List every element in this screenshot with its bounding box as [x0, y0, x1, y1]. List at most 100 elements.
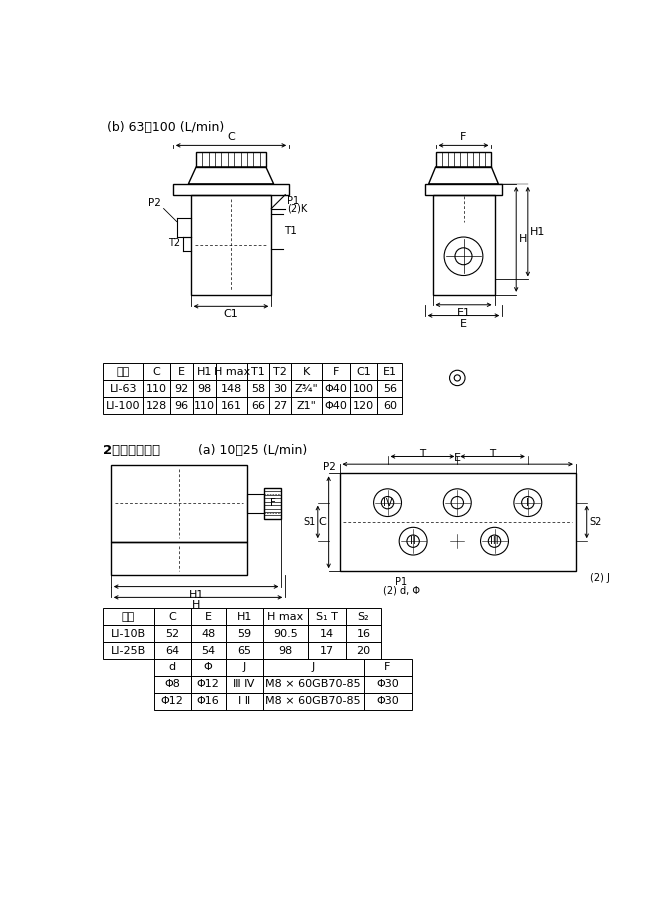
Text: E: E: [178, 367, 185, 377]
Text: IV: IV: [383, 498, 393, 508]
Text: F: F: [385, 662, 391, 672]
Text: Z1": Z1": [296, 400, 316, 410]
Text: Φ12: Φ12: [161, 696, 184, 706]
Text: 2、板式连接：: 2、板式连接：: [103, 444, 160, 457]
Text: Φ40: Φ40: [324, 384, 347, 394]
Text: 52: 52: [165, 629, 179, 639]
Text: 110: 110: [194, 400, 215, 410]
Text: J: J: [243, 662, 246, 672]
Text: H: H: [519, 235, 527, 244]
Text: 58: 58: [251, 384, 265, 394]
Text: d: d: [169, 662, 176, 672]
Text: P1: P1: [395, 577, 407, 587]
Text: S1: S1: [304, 517, 316, 527]
Text: 110: 110: [146, 384, 167, 394]
Text: 48: 48: [201, 629, 215, 639]
Text: H1: H1: [530, 227, 545, 237]
Text: 54: 54: [201, 645, 215, 655]
Text: (2)K: (2)K: [287, 203, 307, 213]
Text: S₂: S₂: [358, 612, 369, 622]
Text: H1: H1: [188, 590, 204, 600]
Text: 30: 30: [273, 384, 287, 394]
Text: 64: 64: [165, 645, 179, 655]
Text: C: C: [168, 612, 176, 622]
Text: 17: 17: [320, 645, 334, 655]
Text: 92: 92: [174, 384, 188, 394]
Text: H1: H1: [197, 367, 212, 377]
Text: 100: 100: [353, 384, 374, 394]
Text: E: E: [460, 318, 467, 329]
Text: Φ8: Φ8: [164, 680, 180, 690]
Text: Φ40: Φ40: [324, 400, 347, 410]
Text: K: K: [303, 367, 310, 377]
Text: LI-25B: LI-25B: [111, 645, 146, 655]
Text: 型号: 型号: [122, 612, 135, 622]
Text: 128: 128: [146, 400, 168, 410]
Text: Φ30: Φ30: [376, 696, 399, 706]
Text: F: F: [332, 367, 339, 377]
Text: C: C: [318, 517, 326, 527]
Text: 16: 16: [356, 629, 371, 639]
Text: 66: 66: [251, 400, 265, 410]
Text: 型号: 型号: [117, 367, 130, 377]
Text: J: J: [312, 662, 315, 672]
Text: T: T: [419, 449, 425, 459]
Text: I: I: [527, 498, 529, 508]
Text: P1: P1: [287, 197, 299, 207]
Text: 96: 96: [174, 400, 188, 410]
Text: 65: 65: [237, 645, 251, 655]
Text: C: C: [153, 367, 161, 377]
Text: (2) J: (2) J: [590, 572, 610, 582]
Text: 20: 20: [356, 645, 371, 655]
Text: LI-63: LI-63: [109, 384, 137, 394]
Text: Φ30: Φ30: [376, 680, 399, 690]
Text: Φ: Φ: [204, 662, 212, 672]
Text: Ⅲ Ⅳ: Ⅲ Ⅳ: [233, 680, 255, 690]
Text: (b) 63、100 (L/min): (b) 63、100 (L/min): [107, 121, 224, 134]
Text: T2: T2: [168, 238, 180, 248]
Text: M8 × 60GB70-85: M8 × 60GB70-85: [265, 680, 361, 690]
Text: 98: 98: [278, 645, 292, 655]
Text: S₁ T: S₁ T: [316, 612, 338, 622]
Text: C1: C1: [356, 367, 371, 377]
Text: M8 × 60GB70-85: M8 × 60GB70-85: [265, 696, 361, 706]
Text: Φ12: Φ12: [197, 680, 220, 690]
Text: E1: E1: [383, 367, 397, 377]
Text: H max: H max: [267, 612, 304, 622]
Text: E1: E1: [456, 308, 470, 318]
Text: E: E: [454, 452, 461, 462]
Text: E: E: [204, 612, 212, 622]
Text: F: F: [269, 499, 275, 509]
Text: P2: P2: [323, 462, 336, 472]
Text: T: T: [490, 449, 496, 459]
Text: LI-100: LI-100: [106, 400, 141, 410]
Text: 161: 161: [221, 400, 243, 410]
Text: 14: 14: [320, 629, 334, 639]
Text: LI-10B: LI-10B: [111, 629, 146, 639]
Text: C1: C1: [224, 309, 239, 319]
Text: 90.5: 90.5: [273, 629, 297, 639]
Text: 120: 120: [353, 400, 374, 410]
Text: T2: T2: [273, 367, 287, 377]
Text: 59: 59: [237, 629, 251, 639]
Text: T1: T1: [285, 227, 297, 237]
Text: C: C: [227, 132, 235, 142]
Text: III: III: [490, 536, 498, 546]
Text: 60: 60: [383, 400, 397, 410]
Text: (2) d, Φ: (2) d, Φ: [383, 585, 420, 595]
Text: 98: 98: [198, 384, 212, 394]
Text: 148: 148: [221, 384, 243, 394]
Text: (a) 10、25 (L/min): (a) 10、25 (L/min): [198, 444, 308, 457]
Text: Z¾": Z¾": [294, 384, 318, 394]
Text: H max: H max: [214, 367, 250, 377]
Text: Ⅰ Ⅱ: Ⅰ Ⅱ: [238, 696, 251, 706]
Text: H: H: [192, 601, 200, 611]
Text: 27: 27: [273, 400, 287, 410]
Text: II: II: [410, 536, 416, 546]
Text: P2: P2: [148, 197, 161, 207]
Text: Φ16: Φ16: [197, 696, 220, 706]
Text: H1: H1: [237, 612, 252, 622]
Text: S2: S2: [589, 517, 602, 527]
Text: T1: T1: [251, 367, 265, 377]
Text: 56: 56: [383, 384, 397, 394]
